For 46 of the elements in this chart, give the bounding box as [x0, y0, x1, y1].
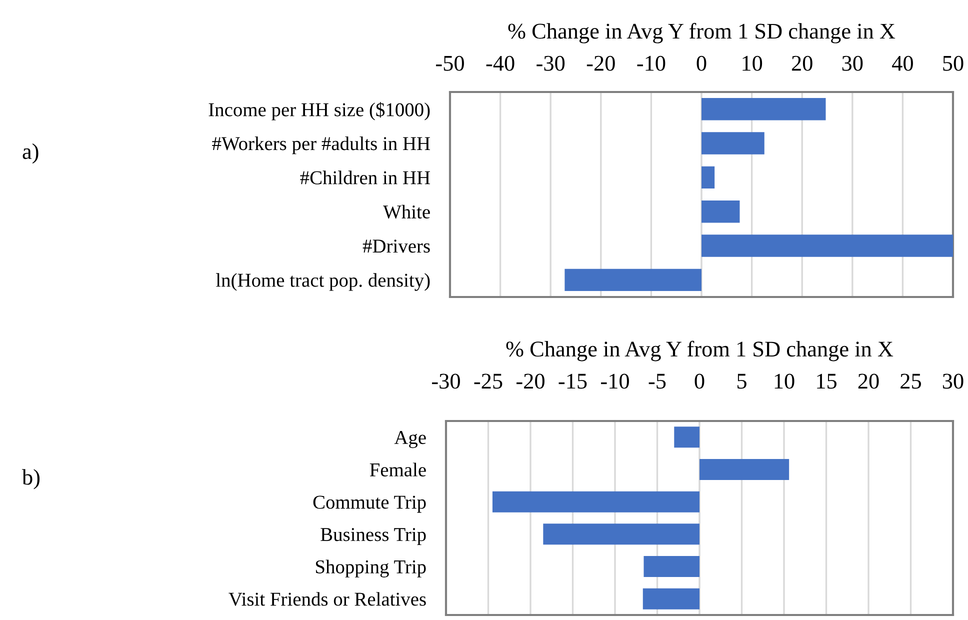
y-tick-label: Shopping Trip [316, 560, 426, 578]
x-tick-label: -25 [474, 374, 502, 389]
y-tick-label: #Drivers [362, 240, 430, 253]
y-tick-label: Commute Trip [313, 496, 426, 513]
y-tick-label: Visit Friends or Relatives [228, 592, 426, 606]
y-tick-label: Female [370, 462, 426, 476]
text: b) [22, 469, 40, 490]
x-tick-label: -15 [558, 374, 587, 389]
x-tick-label: 15 [817, 374, 836, 389]
bar [702, 98, 826, 120]
y-tick-label: ln(Home tract pop. density) [216, 273, 430, 291]
y-tick-label: #Workers per #adults in HH [212, 136, 430, 154]
x-tick-label: -50 [436, 56, 464, 71]
x-tick-label: 10 [774, 374, 794, 389]
x-axis-title: % Change in Avg Y from 1 SD change in X [506, 340, 894, 362]
x-tick-label: 20 [858, 374, 879, 389]
x-tick-label: -40 [486, 56, 514, 71]
y-tick-label: White [383, 204, 430, 219]
text: a) [22, 143, 38, 164]
bar [702, 166, 715, 189]
x-tick-label: -20 [516, 374, 544, 389]
x-tick-label: -5 [648, 374, 666, 389]
x-tick-label: -30 [536, 56, 565, 71]
bar [702, 132, 764, 154]
x-axis-title: % Change in Avg Y from 1 SD change in X [508, 22, 896, 44]
x-tick-label: 0 [694, 374, 704, 389]
bar [702, 200, 740, 223]
x-tick-label: -10 [601, 374, 629, 389]
x-tick-label: 30 [942, 374, 964, 389]
bar [702, 234, 953, 257]
x-tick-label: -20 [586, 56, 615, 71]
x-tick-label: 40 [892, 56, 913, 71]
x-tick-label: 20 [792, 56, 812, 71]
x-tick-label: 50 [943, 56, 964, 71]
y-tick-label: Age [394, 431, 426, 448]
y-tick-label: Income per HH size ($1000) [208, 102, 430, 120]
x-tick-label: -10 [637, 56, 666, 71]
x-tick-label: -30 [432, 374, 460, 389]
y-tick-label: #Children in HH [300, 170, 430, 184]
x-tick-label: 5 [737, 374, 746, 389]
y-tick-label: Business Trip [320, 528, 426, 546]
bar [564, 268, 702, 292]
x-tick-label: 25 [900, 374, 921, 389]
x-tick-label: 0 [696, 56, 706, 71]
x-tick-label: 30 [842, 56, 863, 71]
x-tick-label: 10 [742, 56, 762, 71]
